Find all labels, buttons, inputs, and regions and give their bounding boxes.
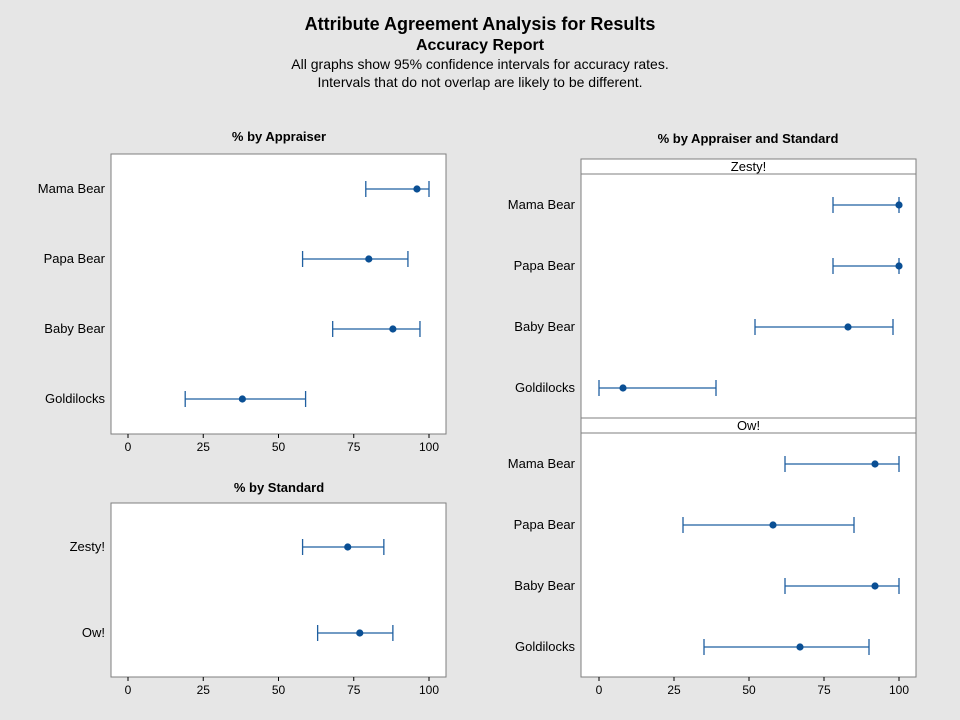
standard-tick-label-100: 100 <box>419 683 439 697</box>
chart-subtitle: Accuracy Report <box>416 37 545 54</box>
facet-tick-label-100: 100 <box>889 683 909 697</box>
facet-ow-goldilocks-estimate-point <box>796 643 804 651</box>
facet-zesty-goldilocks-estimate-point <box>619 384 627 392</box>
facet-ow-papa-bear-estimate-point <box>769 521 777 529</box>
appraiser-tick-label-25: 25 <box>197 440 211 454</box>
appraiser-tick-label-75: 75 <box>347 440 361 454</box>
appraiser-standard-panel-title: % by Appraiser and Standard <box>658 131 839 146</box>
facet-ow-strip-label: Ow! <box>737 418 760 433</box>
appraiser-mama-bear-estimate-point <box>413 185 421 193</box>
facet-zesty-papa-bear-estimate-point <box>895 262 903 270</box>
facet-zesty-baby-bear-estimate-point <box>844 323 852 331</box>
standard-tick-label-50: 50 <box>272 683 286 697</box>
appraiser-label-baby-bear: Baby Bear <box>44 321 105 336</box>
appraiser-label-goldilocks: Goldilocks <box>45 391 105 406</box>
appraiser-plot-area <box>110 153 447 435</box>
appraiser-tick-label-0: 0 <box>125 440 132 454</box>
facet-ow-label-baby-bear: Baby Bear <box>514 578 575 593</box>
facet-zesty-label-mama-bear: Mama Bear <box>508 197 576 212</box>
appraiser-label-papa-bear: Papa Bear <box>44 251 106 266</box>
standard-zesty-estimate-point <box>344 543 352 551</box>
standard-tick-label-75: 75 <box>347 683 361 697</box>
chart-note-line2: Intervals that do not overlap are likely… <box>317 74 642 90</box>
facet-ow-label-mama-bear: Mama Bear <box>508 456 576 471</box>
appraiser-baby-bear-estimate-point <box>389 325 397 333</box>
facet-tick-label-0: 0 <box>596 683 603 697</box>
standard-panel-title: % by Standard <box>234 480 324 495</box>
appraiser-papa-bear-estimate-point <box>365 255 373 263</box>
standard-label-ow: Ow! <box>82 625 105 640</box>
appraiser-tick-label-100: 100 <box>419 440 439 454</box>
facet-zesty-plot-area <box>580 173 917 419</box>
facet-ow-strip <box>580 417 917 434</box>
facet-zesty-label-papa-bear: Papa Bear <box>514 258 576 273</box>
facet-zesty-mama-bear-estimate-point <box>895 201 903 209</box>
facet-ow-baby-bear-estimate-point <box>871 582 879 590</box>
standard-ow-estimate-point <box>356 629 364 637</box>
standard-tick-label-0: 0 <box>125 683 132 697</box>
facet-ow-label-papa-bear: Papa Bear <box>514 517 576 532</box>
appraiser-tick-label-50: 50 <box>272 440 286 454</box>
appraiser-panel-title: % by Appraiser <box>232 129 326 144</box>
facet-zesty-label-goldilocks: Goldilocks <box>515 380 575 395</box>
facet-zesty-label-baby-bear: Baby Bear <box>514 319 575 334</box>
standard-tick-label-25: 25 <box>197 683 211 697</box>
facet-ow-plot-area <box>580 432 917 678</box>
chart-note-line1: All graphs show 95% confidence intervals… <box>291 56 668 72</box>
facet-zesty-strip-label: Zesty! <box>731 159 766 174</box>
facet-tick-label-25: 25 <box>667 683 681 697</box>
facet-ow-label-goldilocks: Goldilocks <box>515 639 575 654</box>
chart-title: Attribute Agreement Analysis for Results <box>305 14 656 34</box>
facet-tick-label-75: 75 <box>817 683 831 697</box>
appraiser-label-mama-bear: Mama Bear <box>38 181 106 196</box>
plot-layer: Mama Bear Papa Bear Baby Bear Goldilocks 0 25… <box>38 153 917 697</box>
facet-tick-label-50: 50 <box>742 683 756 697</box>
facet-ow-mama-bear-estimate-point <box>871 460 879 468</box>
standard-label-zesty: Zesty! <box>70 539 105 554</box>
facet-zesty-strip <box>580 158 917 175</box>
standard-plot-area <box>110 502 447 678</box>
appraiser-goldilocks-estimate-point <box>238 395 246 403</box>
